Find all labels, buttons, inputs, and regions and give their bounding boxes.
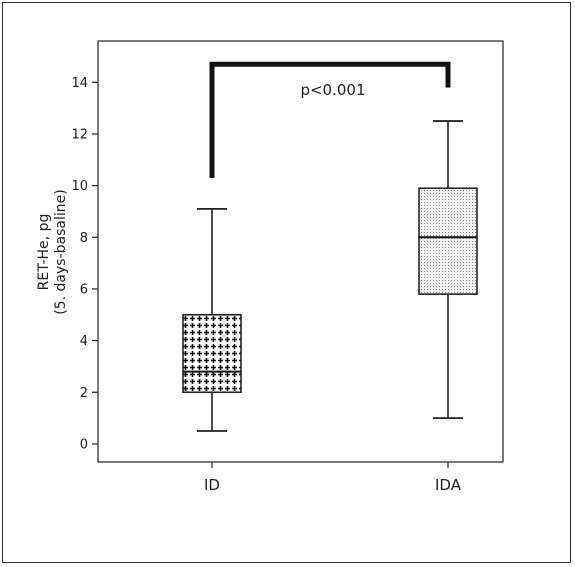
y-tick-label: 0: [80, 437, 88, 452]
x-category-label: ID: [204, 476, 220, 494]
iqr-box: [182, 313, 242, 394]
y-axis: 0 2 4 6 8 10 12 14: [71, 76, 98, 452]
significance-bracket: [209, 61, 451, 178]
p-value-label: p<0.001: [300, 81, 365, 99]
y-tick-label: 2: [80, 386, 88, 401]
boxes: [182, 120, 478, 432]
y-axis-label-line2: (5. days-basaline): [53, 189, 69, 314]
x-category-label: IDA: [435, 476, 462, 494]
y-axis-label-line1: RET-He, pg: [36, 214, 52, 291]
y-tick-label: 8: [80, 231, 88, 246]
y-tick-label: 6: [80, 282, 88, 297]
plot-area: [97, 40, 504, 463]
y-tick-label: 12: [71, 127, 88, 142]
y-tick-label: 14: [71, 76, 88, 91]
iqr-box: [418, 187, 478, 295]
y-tick-label: 10: [71, 179, 88, 194]
significance-bracket-group: p<0.001: [209, 61, 451, 178]
x-axis: ID IDA: [204, 462, 462, 494]
y-tick-label: 4: [80, 334, 88, 349]
